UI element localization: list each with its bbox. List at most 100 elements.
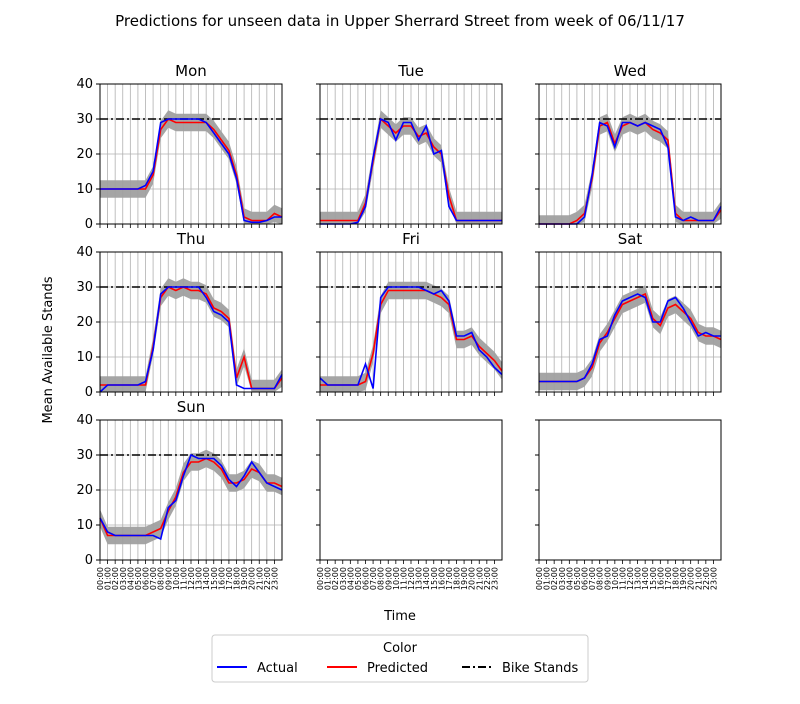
x-tick-label: 10:00 (172, 567, 181, 590)
x-tick-label: 16:00 (437, 567, 446, 590)
legend-label-actual: Actual (257, 661, 298, 676)
panel-title: Sun (177, 398, 206, 416)
x-tick-label: 22:00 (263, 567, 272, 590)
panel-frame (538, 419, 722, 561)
x-tick-label: 03:00 (558, 567, 567, 590)
x-tick-label: 12:00 (407, 567, 416, 590)
x-tick-label: 05:00 (573, 567, 582, 590)
y-axis-label: Mean Available Stands (41, 276, 56, 423)
x-tick-label: 09:00 (164, 567, 173, 590)
x-tick-label: 23:00 (490, 567, 499, 590)
x-tick-label: 16:00 (217, 567, 226, 590)
uncertainty-band (320, 281, 502, 392)
x-tick-label: 02:00 (550, 567, 559, 590)
uncertainty-band (100, 278, 282, 392)
x-tick-label: 18:00 (233, 567, 242, 590)
x-tick-label: 07:00 (149, 567, 158, 590)
x-tick-label: 19:00 (240, 567, 249, 590)
series-actual (539, 293, 721, 383)
y-tick-label: 30 (76, 448, 93, 463)
y-tick-label: 10 (76, 350, 93, 365)
panels-group: Mon 0 10 20 30 40 Tue Wed Thu 0 10 20 30 40 Fri Sat Sun 0… (76, 62, 722, 590)
series-actual (99, 286, 283, 393)
legend-title: Color (383, 641, 418, 656)
x-tick-label: 13:00 (195, 567, 204, 590)
x-tick-label: 07:00 (369, 567, 378, 590)
x-tick-label: 20:00 (468, 567, 477, 590)
x-tick-label: 01:00 (543, 567, 552, 590)
x-tick-label: 04:00 (565, 567, 574, 590)
x-tick-label: 15:00 (210, 567, 219, 590)
panel-thu: Thu 0 10 20 30 40 (76, 230, 283, 400)
x-tick-label: 06:00 (362, 567, 371, 590)
uncertainty-band (100, 110, 282, 224)
uncertainty-band (320, 110, 502, 224)
x-tick-label: 06:00 (581, 567, 590, 590)
panel-sun: Sun 0 10 20 30 40 00:0001:0002:0003:0004:0005:… (76, 398, 283, 590)
x-tick-label: 18:00 (453, 567, 462, 590)
y-tick-label: 40 (76, 77, 93, 92)
uncertainty-band (539, 113, 721, 224)
x-tick-label: 10:00 (392, 567, 401, 590)
x-tick-label: 05:00 (354, 567, 363, 590)
y-tick-label: 0 (85, 385, 93, 400)
legend: Color Actual Predicted Bike Stands (211, 634, 589, 683)
x-tick-label: 20:00 (248, 567, 257, 590)
x-tick-label: 11:00 (179, 567, 188, 590)
y-tick-label: 10 (76, 182, 93, 197)
x-tick-label: 14:00 (202, 567, 211, 590)
legend-label-bike-stands: Bike Stands (502, 661, 579, 676)
x-tick-label: 08:00 (157, 567, 166, 590)
x-tick-label: 14:00 (422, 567, 431, 590)
panel-sat: Sat (535, 230, 722, 396)
panel-title: Tue (397, 62, 424, 80)
legend-label-predicted: Predicted (367, 661, 428, 676)
x-tick-label: 04:00 (346, 567, 355, 590)
x-tick-label: 08:00 (377, 567, 386, 590)
panel-title: Sat (618, 230, 643, 248)
y-tick-label: 40 (76, 413, 93, 428)
series-actual (100, 118, 282, 224)
x-tick-label: 17:00 (445, 567, 454, 590)
y-tick-label: 20 (76, 315, 93, 330)
panel-empty-7: 00:0001:0002:0003:0004:0005:0006:0007:00… (316, 419, 503, 590)
panel-empty-8: 00:0001:0002:0003:0004:0005:0006:0007:00… (535, 419, 722, 590)
x-tick-label: 13:00 (415, 567, 424, 590)
x-tick-label: 00:00 (316, 567, 325, 590)
x-tick-label: 11:00 (618, 567, 627, 590)
x-tick-label: 02:00 (331, 567, 340, 590)
y-tick-label: 40 (76, 245, 93, 260)
x-tick-label: 00:00 (535, 567, 544, 590)
panel-mon: Mon 0 10 20 30 40 (76, 62, 283, 232)
panel-tue: Tue (316, 62, 503, 228)
x-tick-label: 22:00 (483, 567, 492, 590)
x-tick-label: 04:00 (126, 567, 135, 590)
x-tick-label: 01:00 (324, 567, 333, 590)
y-tick-label: 0 (85, 553, 93, 568)
x-tick-label: 09:00 (603, 567, 612, 590)
x-tick-label: 20:00 (687, 567, 696, 590)
y-tick-label: 30 (76, 112, 93, 127)
x-tick-label: 11:00 (399, 567, 408, 590)
panel-fri: Fri (316, 230, 503, 396)
x-tick-label: 00:00 (96, 567, 105, 590)
panel-title: Fri (402, 230, 420, 248)
panel-title: Mon (175, 62, 207, 80)
x-tick-label: 08:00 (596, 567, 605, 590)
panel-title: Thu (176, 230, 205, 248)
x-tick-label: 03:00 (339, 567, 348, 590)
x-tick-label: 19:00 (679, 567, 688, 590)
panel-frame (319, 419, 503, 561)
y-tick-label: 20 (76, 147, 93, 162)
x-tick-label: 10:00 (611, 567, 620, 590)
y-tick-label: 20 (76, 483, 93, 498)
x-tick-label: 12:00 (187, 567, 196, 590)
y-tick-label: 30 (76, 280, 93, 295)
x-tick-label: 21:00 (694, 567, 703, 590)
series-actual (319, 286, 503, 389)
x-tick-label: 07:00 (588, 567, 597, 590)
x-tick-label: 01:00 (104, 567, 113, 590)
x-tick-label: 21:00 (255, 567, 264, 590)
x-tick-label: 23:00 (709, 567, 718, 590)
